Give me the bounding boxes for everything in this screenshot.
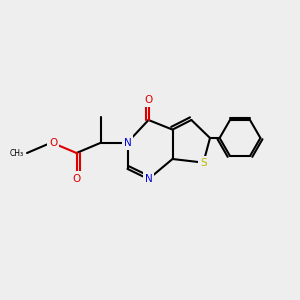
- Text: N: N: [145, 174, 152, 184]
- Text: O: O: [49, 137, 57, 148]
- Text: S: S: [200, 158, 207, 168]
- Text: O: O: [144, 95, 153, 105]
- Text: N: N: [124, 137, 131, 148]
- Text: O: O: [72, 173, 81, 184]
- Text: CH₃: CH₃: [9, 148, 23, 158]
